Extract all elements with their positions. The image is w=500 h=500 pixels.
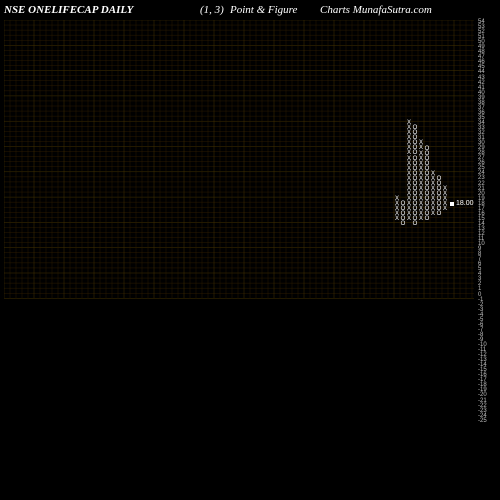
- chart-type-label: Point & Figure: [230, 4, 297, 16]
- current-price-marker: [450, 202, 454, 206]
- pf-params: (1, 3): [200, 4, 224, 16]
- source-label: Charts MunafaSutra.com: [320, 4, 432, 16]
- pf-chart-grid: [4, 20, 474, 420]
- ticker-title: NSE ONELIFECAP DAILY: [4, 4, 133, 16]
- current-price-label: 18.00: [456, 200, 474, 207]
- y-tick-label: -25: [478, 419, 498, 424]
- y-axis: 5453525150494847464544434241403938373635…: [478, 20, 498, 420]
- chart-header: NSE ONELIFECAP DAILY (1, 3) Point & Figu…: [0, 4, 500, 20]
